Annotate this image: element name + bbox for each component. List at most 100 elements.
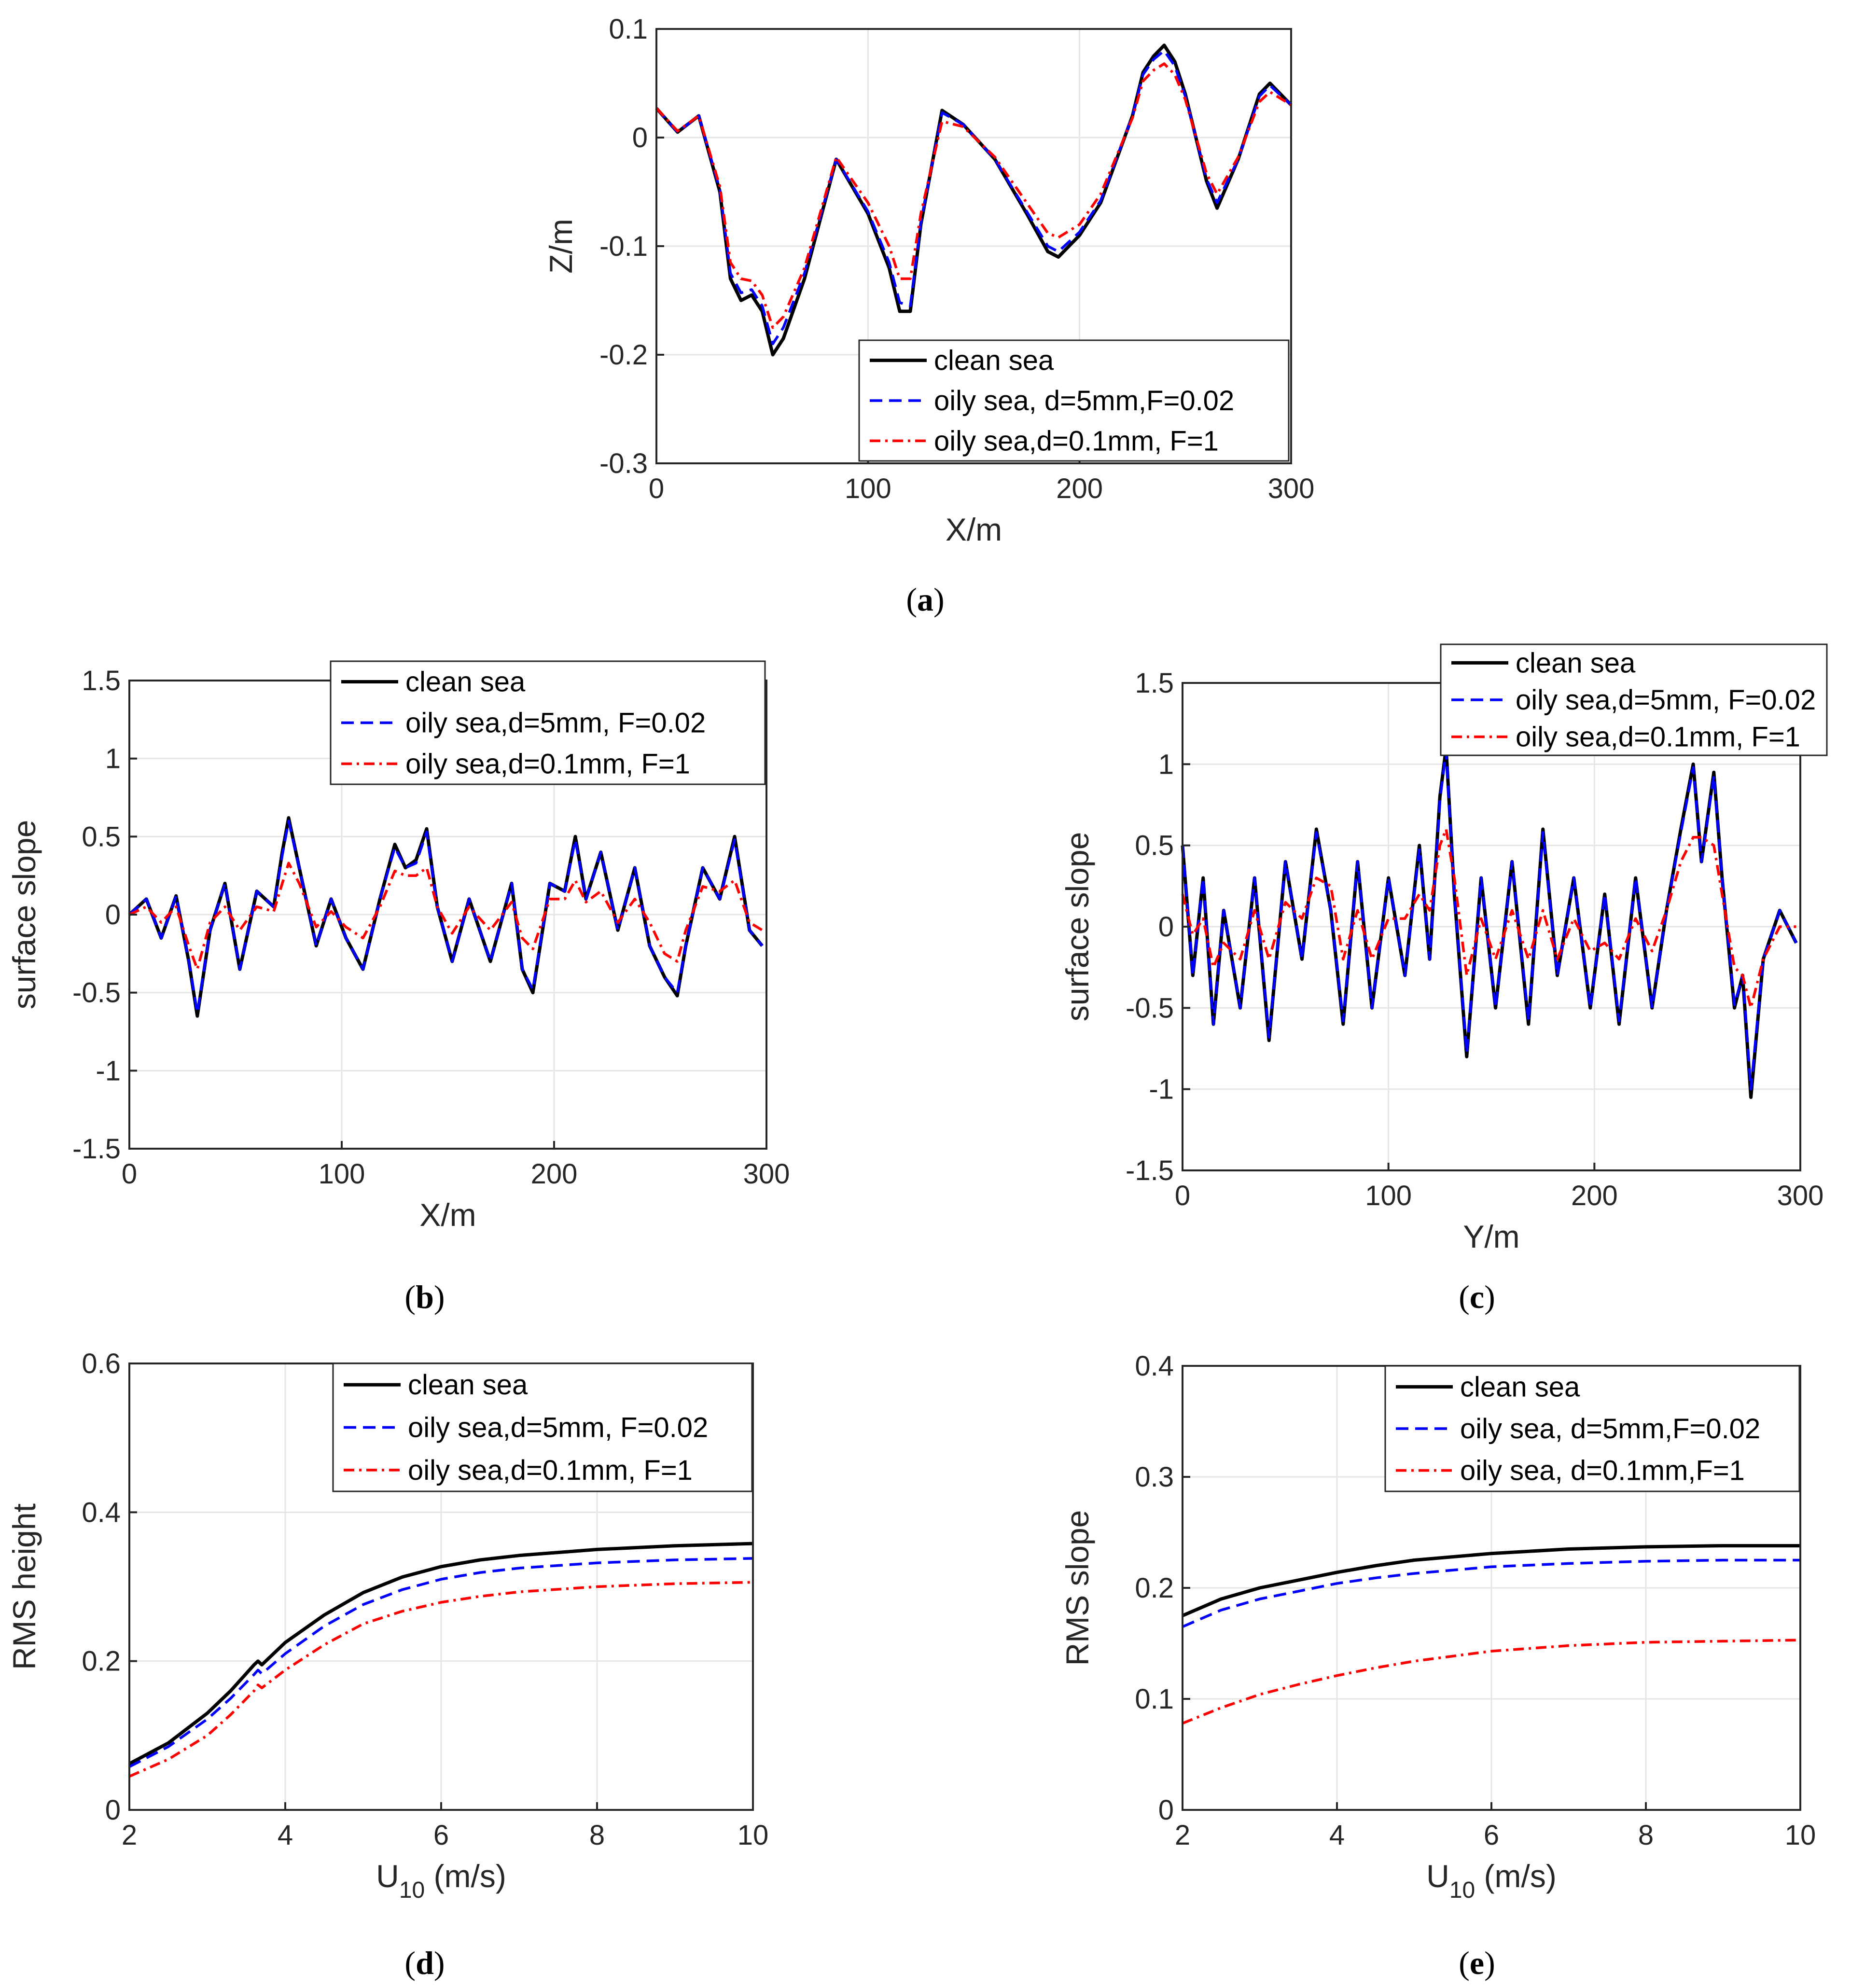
x-tick-label: 8 xyxy=(589,1820,605,1851)
x-tick-label: 2 xyxy=(122,1820,137,1851)
legend-box xyxy=(330,660,766,785)
y-axis-label: RMS slope xyxy=(1059,1510,1095,1666)
series-line-3 xyxy=(655,62,1292,329)
x-tick-label: 2 xyxy=(1175,1820,1190,1851)
legend: clean sea oily sea,d=5mm, F=0.02 oily sea,… xyxy=(330,660,766,785)
y-tick-label: 0.6 xyxy=(82,1348,121,1379)
x-tick-label: 200 xyxy=(1571,1180,1618,1211)
x-tick-label: 6 xyxy=(1484,1820,1499,1851)
x-axis-label: U10 (m/s) xyxy=(376,1858,506,1903)
x-tick-label: 0 xyxy=(649,473,664,504)
y-tick-label: -1 xyxy=(1149,1074,1174,1105)
legend: clean sea oily sea, d=5mm,F=0.02 oily sea,… xyxy=(1384,1365,1800,1492)
legend: clean sea oily sea,d=5mm, F=0.02 oily sea,… xyxy=(1440,643,1828,756)
x-tick-label: 8 xyxy=(1638,1820,1654,1851)
y-tick-label: 0.3 xyxy=(1135,1461,1174,1493)
y-tick-label: 1 xyxy=(1158,749,1174,780)
series-line-3 xyxy=(1182,1639,1801,1725)
x-tick-label: 6 xyxy=(433,1820,449,1851)
legend-box xyxy=(1384,1365,1800,1492)
x-tick-label: 0 xyxy=(122,1158,137,1190)
x-tick-label: 10 xyxy=(738,1820,769,1851)
chart-b: 0 100 200 300 -1.5 -1 -0.5 0 0.5 1 1.5 X/m surface s… xyxy=(6,660,790,1233)
legend-label: clean sea xyxy=(408,1369,528,1401)
y-axis-label: surface slope xyxy=(6,820,42,1010)
y-tick-label: 0.5 xyxy=(82,821,121,852)
legend-label: oily sea,d=5mm, F=0.02 xyxy=(1516,684,1816,716)
x-tick-label: 300 xyxy=(743,1158,790,1190)
chart-a: 0 100 200 300 -0.3 -0.2 -0.1 0 0.1 X/m Z/m clean se… xyxy=(543,14,1314,547)
x-tick-label: 200 xyxy=(1056,473,1103,504)
chart-c: 0 100 200 300 -1.5 -1 -0.5 0 0.5 1 1.5 Y/m surface s… xyxy=(1059,643,1828,1254)
y-tick-label: -0.2 xyxy=(599,339,648,371)
x-tick-label: 300 xyxy=(1777,1180,1824,1211)
y-axis-label: surface slope xyxy=(1059,832,1095,1022)
panel-label-e: (e) xyxy=(1459,1945,1495,1981)
y-tick-label: 0 xyxy=(105,1794,121,1826)
y-tick-label: -1.5 xyxy=(1126,1155,1174,1186)
y-tick-label: 0 xyxy=(632,122,648,153)
legend-label: oily sea, d=5mm,F=0.02 xyxy=(934,385,1234,417)
series-line-2 xyxy=(655,49,1292,346)
series-line-1 xyxy=(1182,1544,1800,1617)
legend-label: clean sea xyxy=(405,667,526,698)
y-tick-label: 1 xyxy=(105,743,121,775)
y-tick-label: 0.5 xyxy=(1135,830,1174,862)
series-line-3 xyxy=(128,1581,753,1778)
x-tick-label: 200 xyxy=(531,1158,578,1190)
legend-label: clean sea xyxy=(934,345,1054,376)
x-tick-label: 4 xyxy=(278,1820,293,1851)
x-tick-label: 100 xyxy=(319,1158,365,1190)
y-tick-label: 0 xyxy=(1158,1794,1174,1826)
chart-e: 2 4 6 8 10 0 0.1 0.2 0.3 0.4 U10 (m/s) RMS slope cle… xyxy=(1059,1350,1816,1903)
y-tick-label: -1.5 xyxy=(72,1133,121,1165)
panel-label-c: (c) xyxy=(1459,1279,1495,1315)
y-tick-label: -0.3 xyxy=(599,448,648,479)
x-axis-label: Y/m xyxy=(1463,1219,1519,1254)
y-tick-label: 0 xyxy=(1158,911,1174,943)
x-tick-label: 0 xyxy=(1175,1180,1190,1211)
legend-label: oily sea,d=0.1mm, F=1 xyxy=(405,749,690,780)
legend-label: clean sea xyxy=(1460,1371,1580,1403)
series-line-3 xyxy=(128,862,763,971)
y-tick-label: -0.5 xyxy=(1126,992,1174,1024)
x-tick-label: 10 xyxy=(1785,1820,1816,1851)
y-axis-label: RMS height xyxy=(6,1503,42,1670)
y-tick-label: -1 xyxy=(96,1055,121,1086)
legend-label: oily sea,d=0.1mm, F=1 xyxy=(934,425,1219,457)
x-axis-label: X/m xyxy=(946,512,1002,547)
legend: clean sea oily sea, d=5mm,F=0.02 oily sea,… xyxy=(858,339,1290,462)
legend-box xyxy=(332,1362,753,1492)
x-tick-label: 4 xyxy=(1329,1820,1345,1851)
x-tick-label: 100 xyxy=(845,473,891,504)
chart-d: 2 4 6 8 10 0 0.2 0.4 0.6 U10 (m/s) RMS height clean… xyxy=(6,1348,768,1903)
legend-label: oily sea, d=0.1mm,F=1 xyxy=(1460,1455,1745,1487)
x-tick-label: 100 xyxy=(1365,1180,1412,1211)
y-tick-label: 0.2 xyxy=(82,1646,121,1677)
series-line-2 xyxy=(128,820,764,1015)
panel-label-d: (d) xyxy=(404,1945,445,1981)
legend-box xyxy=(858,339,1290,462)
x-tick-label: 300 xyxy=(1268,473,1315,504)
legend-label: clean sea xyxy=(1516,647,1636,679)
x-axis-label: U10 (m/s) xyxy=(1426,1858,1557,1903)
panel-label-a: (a) xyxy=(906,581,944,618)
y-tick-label: 0.4 xyxy=(82,1497,121,1528)
series-line-3 xyxy=(1181,828,1796,1010)
y-tick-label: 0.2 xyxy=(1135,1572,1174,1604)
panel-label-b: (b) xyxy=(404,1279,445,1315)
legend: clean sea oily sea,d=5mm, F=0.02 oily sea,… xyxy=(332,1362,753,1492)
y-axis-label: Z/m xyxy=(543,219,579,274)
legend-label: oily sea, d=5mm,F=0.02 xyxy=(1460,1413,1760,1445)
y-tick-label: 0.1 xyxy=(609,14,648,45)
y-tick-label: 0.4 xyxy=(1135,1350,1174,1382)
y-tick-label: -0.5 xyxy=(72,977,121,1009)
legend-label: oily sea,d=0.1mm, F=1 xyxy=(1516,722,1800,753)
x-axis-label: X/m xyxy=(419,1197,476,1233)
y-tick-label: 0.1 xyxy=(1135,1683,1174,1715)
series-line-1 xyxy=(128,1542,753,1766)
legend-label: oily sea,d=5mm, F=0.02 xyxy=(408,1412,708,1444)
y-tick-label: 1.5 xyxy=(82,665,121,696)
legend-label: oily sea,d=5mm, F=0.02 xyxy=(405,708,706,739)
